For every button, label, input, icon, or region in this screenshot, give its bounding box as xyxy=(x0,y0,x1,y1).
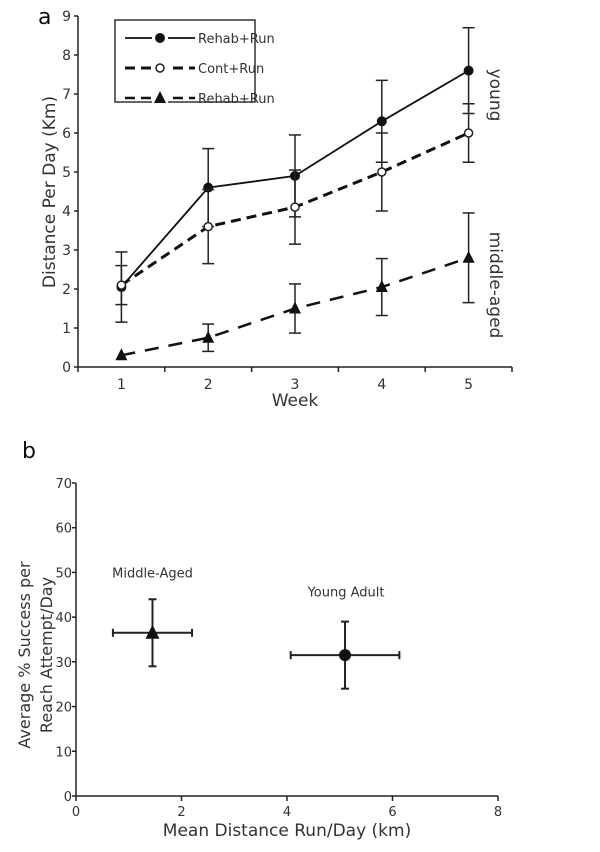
data-point xyxy=(290,202,300,212)
data-point xyxy=(203,221,213,232)
legend-label: Rehab+Run xyxy=(198,32,275,47)
legend-marker xyxy=(155,33,165,43)
y-tick-label: 4 xyxy=(62,204,71,220)
legend: Rehab+Run Cont+Run Rehab+Run xyxy=(114,19,275,107)
y-tick-label: 50 xyxy=(55,566,72,581)
x-tick-label: 8 xyxy=(494,805,502,820)
x-tick-label: 3 xyxy=(291,377,300,393)
panel-b: b Mean Distance Run/Day (km) Average % S… xyxy=(15,439,502,841)
side-label-middle-aged: middle-aged xyxy=(485,232,505,339)
y-tick-label: 5 xyxy=(62,165,71,181)
x-tick-label: 2 xyxy=(177,805,185,820)
x-tick-label: 4 xyxy=(377,377,386,393)
data-point xyxy=(116,280,127,290)
data-point xyxy=(463,65,474,76)
data-point xyxy=(115,348,128,361)
y-tick-label: 8 xyxy=(62,48,71,64)
y-tick-label: 7 xyxy=(62,87,71,103)
side-label-young: young xyxy=(485,69,505,122)
y-tick-label: 60 xyxy=(55,522,72,537)
panel-a-ylabel: Distance Per Day (Km) xyxy=(40,96,60,288)
data-point xyxy=(462,250,475,263)
y-tick-label: 70 xyxy=(55,477,72,492)
x-tick-label: 2 xyxy=(204,377,213,393)
data-point xyxy=(289,301,301,314)
data-point xyxy=(377,167,387,177)
point-middle-aged: Middle-Aged xyxy=(111,566,194,668)
legend-label: Rehab+Run xyxy=(198,92,275,107)
x-tick-label: 4 xyxy=(283,805,291,820)
data-point xyxy=(339,649,352,662)
y-tick-label: 3 xyxy=(62,243,71,259)
series-open-circle xyxy=(115,103,475,306)
x-tick-label: 6 xyxy=(388,805,396,820)
point-young-adult: Young Adult xyxy=(289,586,401,690)
y-tick-label: 9 xyxy=(62,9,71,25)
y-tick-label: 30 xyxy=(55,656,72,671)
panel-a: a Week Distance Per Day (Km) young middl… xyxy=(38,5,513,411)
legend-label: Cont+Run xyxy=(198,62,264,77)
panel-b-ylabel-line1: Average % Success per xyxy=(15,561,34,749)
y-tick-label: 6 xyxy=(62,126,71,142)
panel-a-label: a xyxy=(38,5,51,30)
point-label: Young Adult xyxy=(307,586,385,601)
y-tick-label: 20 xyxy=(55,701,72,716)
x-tick-label: 5 xyxy=(464,377,473,393)
panel-b-label: b xyxy=(22,439,36,464)
panel-b-ylabel-line2: Reach Attempt/Day xyxy=(37,577,56,733)
panel-a-xlabel: Week xyxy=(272,391,319,411)
y-tick-label: 0 xyxy=(64,790,72,805)
y-tick-label: 0 xyxy=(62,360,71,376)
data-point xyxy=(463,128,474,138)
x-tick-label: 0 xyxy=(72,805,80,820)
data-point xyxy=(376,116,387,127)
panel-b-xlabel: Mean Distance Run/Day (km) xyxy=(163,821,411,841)
data-point xyxy=(375,280,388,293)
point-label: Middle-Aged xyxy=(112,566,193,581)
y-tick-label: 2 xyxy=(62,282,71,298)
legend-marker xyxy=(155,63,165,73)
data-point xyxy=(202,330,215,343)
legend-marker xyxy=(154,91,166,103)
y-tick-label: 1 xyxy=(62,321,71,337)
y-tick-label: 10 xyxy=(55,745,72,760)
data-point xyxy=(145,624,160,639)
series-filled-triangle xyxy=(115,212,475,361)
x-tick-label: 1 xyxy=(117,377,126,393)
y-tick-label: 40 xyxy=(55,611,72,626)
